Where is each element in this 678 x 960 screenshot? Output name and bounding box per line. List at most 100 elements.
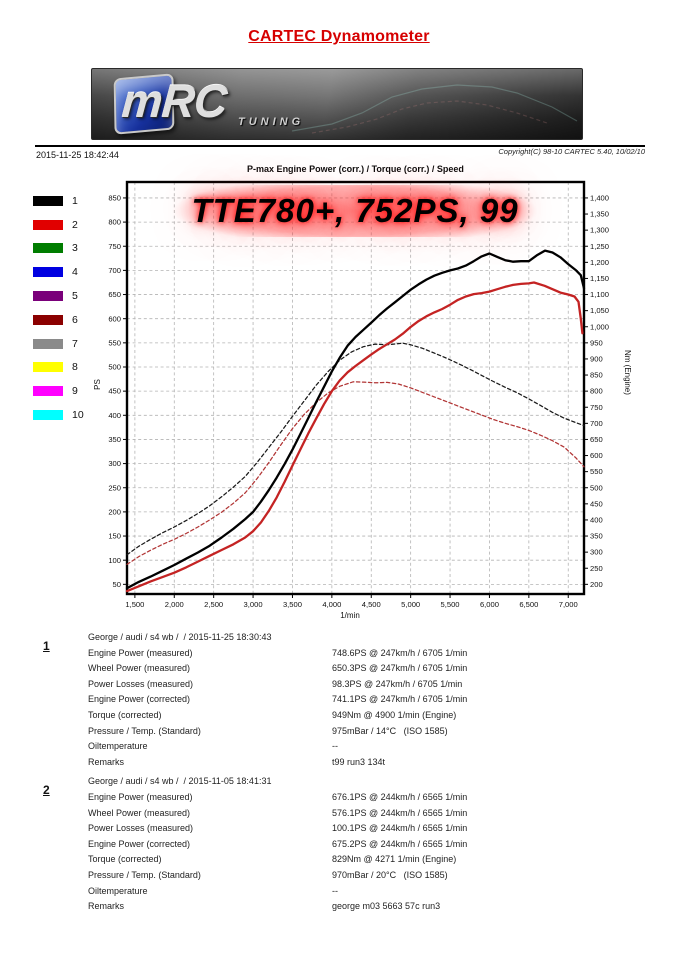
- right-axis-tick-label: 900: [590, 355, 603, 364]
- legend-color-swatch: [33, 243, 63, 254]
- result-value: 949Nm @ 4900 1/min (Engine): [332, 709, 457, 720]
- x-axis-tick-label: 6,000: [480, 600, 499, 609]
- run-results: 1 George / audi / s4 wb / / 2015-11-25 18…: [42, 630, 652, 919]
- left-axis-tick-label: 600: [108, 314, 121, 323]
- legend-color-swatch: [33, 219, 63, 230]
- nm-axis-label: Nm (Engine): [623, 350, 632, 395]
- x-axis-tick-label: 4,000: [322, 600, 341, 609]
- result-value: 650.3PS @ 247km/h / 6705 1/min: [332, 663, 468, 674]
- right-axis-tick-label: 600: [590, 451, 603, 460]
- chart-plot: 1,500 2,000 2,500 3,000 3,500 4,000 4,500 5,000…: [108, 180, 609, 609]
- right-axis-tick-label: 450: [590, 499, 603, 508]
- right-axis-tick-label: 1,250: [590, 242, 609, 251]
- mrc-logo-text: mRC: [120, 75, 229, 127]
- left-axis-tick-label: 350: [108, 435, 121, 444]
- result-label: Oiltemperature: [88, 885, 148, 896]
- rpm-axis-label: 1/min: [340, 611, 360, 620]
- result-value: 829Nm @ 4271 1/min (Engine): [332, 854, 457, 865]
- result-label: Engine Power (corrected): [88, 838, 191, 849]
- result-label: Engine Power (measured): [88, 647, 193, 658]
- curve-power-run1-corrected-PS: [125, 249, 586, 590]
- result-row: Engine Power (measured) 748.6PS @ 247km/h…: [88, 646, 652, 662]
- result-value: 676.1PS @ 244km/h / 6565 1/min: [332, 791, 468, 802]
- x-axis-tick-label: 5,500: [441, 600, 460, 609]
- legend-item-number: 9: [72, 385, 78, 398]
- result-value: 748.6PS @ 247km/h / 6705 1/min: [332, 647, 468, 658]
- result-row: Remarks george m03 5663 57c run3: [88, 899, 652, 915]
- result-label: Torque (corrected): [88, 854, 162, 865]
- right-axis-tick-label: 200: [590, 580, 603, 589]
- left-axis-tick-label: 100: [108, 556, 121, 565]
- right-axis-tick-label: 1,400: [590, 194, 609, 203]
- left-axis-tick-label: 450: [108, 387, 121, 396]
- plot-frame: [125, 180, 586, 596]
- result-value: 576.1PS @ 244km/h / 6565 1/min: [332, 807, 468, 818]
- result-label: Engine Power (measured): [88, 791, 193, 802]
- x-axis-tick-label: 7,000: [559, 600, 578, 609]
- result-label: Pressure / Temp. (Standard): [88, 725, 201, 736]
- run-header: George / audi / s4 wb / / 2015-11-25 18:…: [88, 632, 272, 642]
- result-row: Pressure / Temp. (Standard) 975mBar / 14°…: [88, 724, 652, 740]
- result-label: Wheel Power (measured): [88, 807, 191, 818]
- right-axis-tick-label: 1,350: [590, 210, 609, 219]
- result-row: Power Losses (measured) 100.1PS @ 244km/h…: [88, 821, 652, 837]
- legend-item: 3: [33, 237, 84, 261]
- x-axis-tick-label: 5,000: [401, 600, 420, 609]
- legend-color-swatch: [33, 291, 63, 302]
- right-axis-tick-label: 550: [590, 467, 603, 476]
- result-row: Wheel Power (measured) 576.1PS @ 244km/h …: [88, 806, 652, 822]
- legend-item: 10: [33, 403, 84, 427]
- result-row: Oiltemperature --: [88, 739, 652, 755]
- page-title: CARTEC Dynamometer: [248, 28, 430, 45]
- result-value: 741.1PS @ 247km/h / 6705 1/min: [332, 694, 468, 705]
- legend-item-number: 2: [72, 218, 78, 231]
- x-axis-tick-label: 3,500: [283, 600, 302, 609]
- result-row: Engine Power (corrected) 675.2PS @ 244km/…: [88, 837, 652, 853]
- right-axis-tick-label: 950: [590, 338, 603, 347]
- left-axis-tick-label: 250: [108, 483, 121, 492]
- curve-power-run2-corrected-PS: [125, 281, 584, 593]
- result-label: Oiltemperature: [88, 741, 148, 752]
- left-axis-tick-label: 650: [108, 290, 121, 299]
- result-row: Torque (corrected) 829Nm @ 4271 1/min (En…: [88, 852, 652, 868]
- result-label: Wheel Power (measured): [88, 663, 191, 674]
- x-axis-tick-label: 4,500: [362, 600, 381, 609]
- legend-color-swatch: [33, 362, 63, 373]
- right-axis-tick-label: 750: [590, 403, 603, 412]
- right-axis-tick-label: 1,150: [590, 274, 609, 283]
- result-row: Torque (corrected) 949Nm @ 4900 1/min (En…: [88, 708, 652, 724]
- result-value: --: [332, 741, 338, 752]
- result-label: Power Losses (measured): [88, 678, 194, 689]
- result-row: Remarks t99 run3 134t: [88, 755, 652, 771]
- run-header: George / audi / s4 wb / / 2015-11-05 18:…: [88, 776, 272, 787]
- result-row: Engine Power (measured) 676.1PS @ 244km/h…: [88, 790, 652, 806]
- result-label: Engine Power (corrected): [88, 694, 191, 705]
- result-row: Oiltemperature --: [88, 884, 652, 900]
- result-value: 970mBar / 20°C (ISO 1585): [332, 869, 448, 880]
- result-row: Engine Power (corrected) 741.1PS @ 247km/…: [88, 692, 652, 708]
- x-axis-tick-label: 3,000: [244, 600, 263, 609]
- banner-dyno-curves-decoration: [291, 84, 578, 134]
- mrc-logo-subtext: TUNING: [238, 116, 305, 128]
- result-label: Pressure / Temp. (Standard): [88, 869, 201, 880]
- result-label: Power Losses (measured): [88, 823, 194, 834]
- result-value: 675.2PS @ 244km/h / 6565 1/min: [332, 838, 468, 849]
- header-divider: [35, 145, 645, 147]
- report-datetime: 2015-11-25 18:42:44: [36, 150, 119, 160]
- right-axis-tick-label: 400: [590, 516, 603, 525]
- legend-item: 7: [33, 332, 84, 356]
- right-axis-tick-label: 1,050: [590, 306, 609, 315]
- legend-item: 9: [33, 379, 84, 403]
- run-number: 2: [43, 783, 50, 798]
- chart-title: P-max Engine Power (corr.) / Torque (cor…: [247, 164, 464, 174]
- legend-item-number: 5: [72, 290, 78, 303]
- legend-item-number: 8: [72, 361, 78, 374]
- copyright-note: Copyright(C) 98-10 CARTEC 5.40, 10/02/10: [498, 147, 645, 156]
- legend-item-number: 6: [72, 313, 78, 326]
- right-axis-tick-label: 850: [590, 371, 603, 380]
- legend-color-swatch: [33, 314, 63, 325]
- left-axis-tick-label: 400: [108, 411, 121, 420]
- result-label: Remarks: [88, 901, 125, 912]
- result-row: Power Losses (measured) 98.3PS @ 247km/h …: [88, 677, 652, 693]
